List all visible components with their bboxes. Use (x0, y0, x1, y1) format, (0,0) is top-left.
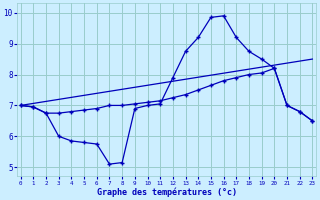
X-axis label: Graphe des températures (°c): Graphe des températures (°c) (97, 187, 236, 197)
